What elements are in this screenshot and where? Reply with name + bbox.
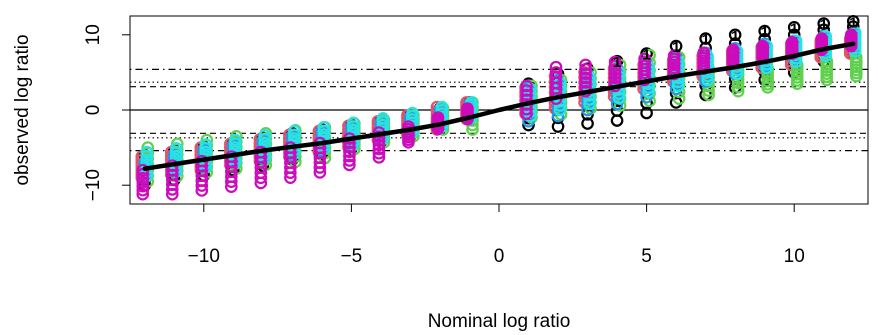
data-point bbox=[667, 49, 681, 63]
point-label: 1 bbox=[642, 47, 650, 64]
point-label: 1 bbox=[613, 54, 621, 71]
data-point bbox=[140, 149, 154, 163]
data-point bbox=[140, 145, 154, 159]
data-point bbox=[136, 183, 150, 197]
data-point bbox=[435, 100, 449, 114]
data-point bbox=[136, 175, 150, 189]
data-point bbox=[372, 146, 386, 160]
data-point bbox=[697, 46, 710, 60]
y-axis-label: observed log ratio bbox=[12, 34, 33, 185]
data-point bbox=[758, 24, 771, 38]
data-point bbox=[372, 138, 386, 152]
x-tick-label: 10 bbox=[784, 246, 805, 267]
data-point bbox=[347, 116, 360, 130]
data-point bbox=[671, 79, 685, 93]
data-point bbox=[702, 88, 715, 102]
fit-line bbox=[142, 41, 856, 171]
data-point bbox=[372, 142, 386, 156]
data-point bbox=[317, 124, 331, 138]
x-tick-label: 0 bbox=[494, 246, 505, 267]
x-tick-label: −5 bbox=[341, 246, 363, 267]
point-label: 1 bbox=[731, 28, 739, 45]
data-point bbox=[549, 66, 563, 79]
data-point bbox=[520, 107, 533, 121]
data-point bbox=[229, 137, 242, 151]
data-point bbox=[169, 145, 183, 159]
point-label: 1 bbox=[761, 24, 769, 41]
data-point bbox=[579, 67, 592, 80]
x-axis: −10 −5 0 5 10 bbox=[188, 203, 805, 267]
data-point bbox=[520, 84, 533, 97]
fit-line-group bbox=[142, 41, 856, 171]
point-label: 1 bbox=[790, 20, 798, 37]
data-point bbox=[288, 124, 301, 138]
data-point bbox=[815, 32, 829, 45]
data-point bbox=[347, 120, 360, 133]
data-point bbox=[579, 58, 592, 72]
data-point bbox=[579, 62, 592, 76]
x-axis-label: Nominal log ratio bbox=[428, 311, 571, 332]
data-point bbox=[553, 103, 567, 117]
data-point bbox=[579, 76, 592, 89]
data-point bbox=[731, 80, 745, 94]
data-point bbox=[549, 60, 563, 74]
data-point bbox=[136, 179, 150, 193]
data-point bbox=[343, 145, 356, 159]
data-point bbox=[229, 133, 242, 147]
data-point bbox=[612, 91, 626, 105]
data-point bbox=[169, 142, 183, 155]
data-point bbox=[608, 71, 622, 85]
data-point bbox=[849, 51, 863, 64]
point-label: 1 bbox=[820, 17, 828, 34]
data-point bbox=[581, 117, 594, 130]
data-point bbox=[343, 158, 356, 172]
data-point bbox=[288, 128, 301, 142]
data-point bbox=[406, 106, 419, 120]
point-label: 1 bbox=[672, 39, 680, 56]
y-tick-label: −10 bbox=[83, 169, 104, 201]
data-points: 1 1 1 1 1 1 1 1 1 bbox=[135, 14, 863, 201]
data-point bbox=[579, 71, 592, 85]
data-point bbox=[731, 84, 745, 98]
data-point bbox=[844, 28, 858, 42]
data-point bbox=[699, 32, 712, 45]
data-point bbox=[520, 79, 533, 93]
data-point bbox=[136, 171, 150, 185]
data-point bbox=[728, 28, 742, 42]
data-point bbox=[726, 43, 740, 57]
data-point bbox=[520, 88, 533, 102]
data-point bbox=[461, 102, 474, 115]
data-point bbox=[199, 138, 213, 151]
x-tick-label: 5 bbox=[641, 246, 652, 267]
data-point bbox=[258, 133, 272, 146]
y-axis: −10 0 10 bbox=[83, 24, 131, 201]
data-point bbox=[343, 154, 356, 167]
data-point bbox=[376, 111, 390, 125]
data-point bbox=[756, 39, 769, 53]
data-point bbox=[608, 67, 622, 81]
data-point bbox=[343, 149, 356, 163]
data-point bbox=[583, 97, 596, 111]
data-point bbox=[701, 73, 714, 87]
data-point bbox=[817, 17, 831, 30]
data-point bbox=[638, 52, 651, 66]
data-point bbox=[785, 36, 799, 49]
data-point bbox=[343, 141, 356, 154]
data-point bbox=[608, 63, 622, 77]
data-point bbox=[608, 55, 622, 69]
data-point bbox=[372, 151, 386, 164]
data-point bbox=[317, 120, 331, 134]
x-tick-label: −10 bbox=[188, 246, 220, 267]
y-tick-label: 0 bbox=[83, 105, 104, 116]
data-point bbox=[608, 59, 622, 73]
point-label: 1 bbox=[701, 32, 709, 49]
data-point bbox=[136, 187, 150, 201]
point-label: 1 bbox=[849, 14, 857, 31]
data-point bbox=[258, 129, 272, 142]
data-point bbox=[199, 142, 213, 155]
data-point bbox=[642, 85, 655, 99]
data-point bbox=[787, 20, 801, 34]
y-tick-label: 10 bbox=[83, 24, 104, 45]
